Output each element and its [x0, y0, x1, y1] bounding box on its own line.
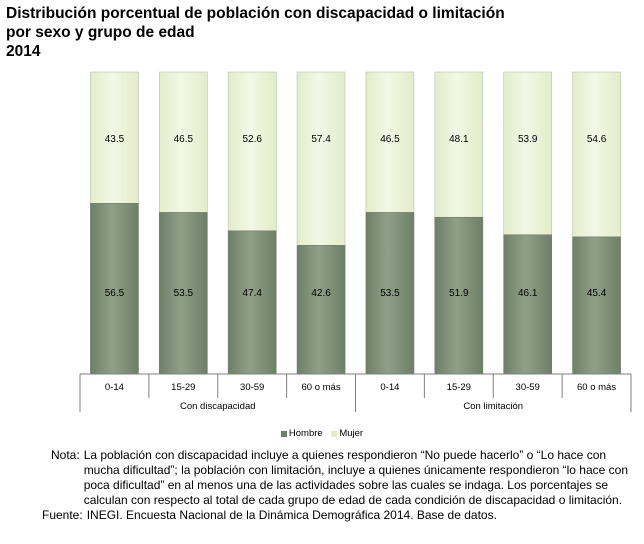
legend-item-mujer: Mujer: [331, 428, 363, 440]
bar-hombre-6: [503, 234, 552, 375]
x-tick-label-5: 15-29: [447, 382, 471, 393]
legend-label-mujer: Mujer: [339, 428, 364, 439]
data-label-mujer-2: 52.6: [242, 134, 262, 145]
note-text: La población con discapacidad incluye a …: [83, 448, 629, 507]
source-label: Fuente:: [42, 508, 83, 522]
data-label-hombre-5: 51.9: [449, 288, 469, 299]
bar-mujer-4: [365, 71, 415, 213]
bar-mujer-1: [159, 71, 208, 213]
chart-legend: Hombre Mujer: [0, 428, 644, 441]
bar-hombre-3: [296, 245, 346, 375]
x-tick-label-0: 0-14: [105, 382, 124, 393]
data-label-mujer-0: 43.5: [105, 134, 125, 145]
legend-swatch-hombre: [280, 431, 287, 437]
data-label-hombre-0: 56.5: [105, 288, 125, 299]
source-row: Fuente: INEGI. Encuesta Nacional de la D…: [42, 508, 641, 523]
chart-title-line-1: Distribución porcentual de población con…: [6, 5, 505, 22]
data-label-hombre-7: 45.4: [587, 288, 607, 299]
x-tick-label-3: 60 o más: [302, 382, 341, 393]
data-label-mujer-5: 48.1: [449, 134, 469, 145]
bar-mujer-7: [572, 71, 621, 238]
data-label-hombre-1: 53.5: [174, 288, 194, 299]
x-tick-label-4: 0-14: [380, 382, 399, 393]
bar-mujer-5: [434, 71, 484, 218]
data-label-hombre-3: 42.6: [311, 288, 331, 299]
legend-item-hombre: Hombre: [280, 428, 323, 440]
bar-mujer-2: [227, 71, 277, 232]
data-label-hombre-6: 46.1: [518, 288, 538, 299]
bar-mujer-3: [296, 71, 346, 246]
x-tick-label-2: 30-59: [240, 382, 264, 393]
data-label-mujer-4: 46.5: [380, 134, 400, 145]
bar-hombre-4: [365, 212, 415, 375]
x-tick-label-7: 60 o más: [577, 382, 616, 393]
legend-swatch-mujer: [331, 431, 338, 437]
chart-title: Distribución porcentual de población con…: [6, 4, 606, 61]
bar-mujer-6: [503, 71, 552, 236]
bar-hombre-1: [159, 212, 208, 375]
bar-mujer-0: [90, 71, 139, 204]
stacked-bar-chart: 43.5 56.5 0-14 46.5 53.5 15-29 52.6 47.4 30-59 57…: [79, 71, 632, 412]
chart-notes: Nota: La población con discapacidad incl…: [42, 448, 641, 523]
bar-hombre-7: [572, 236, 621, 375]
source-text: INEGI. Encuesta Nacional de la Dinámica …: [86, 508, 497, 522]
group-label-0: Con discapacidad: [180, 401, 256, 412]
note-row: Nota: La población con discapacidad incl…: [51, 448, 641, 508]
x-tick-label-6: 30-59: [516, 382, 540, 393]
x-tick-label-1: 15-29: [171, 382, 195, 393]
group-label-1: Con limitación: [463, 401, 523, 412]
note-label: Nota:: [51, 448, 80, 462]
data-label-mujer-6: 53.9: [518, 134, 538, 145]
bar-hombre-2: [227, 230, 277, 375]
data-label-mujer-7: 54.6: [587, 134, 607, 145]
legend-label-hombre: Hombre: [288, 428, 323, 439]
data-label-hombre-4: 53.5: [380, 288, 400, 299]
data-label-mujer-3: 57.4: [311, 134, 331, 145]
bar-hombre-5: [434, 216, 484, 375]
data-label-hombre-2: 47.4: [242, 288, 262, 299]
data-label-mujer-1: 46.5: [174, 134, 194, 145]
chart-title-line-2: por sexo y grupo de edad: [6, 24, 195, 41]
chart-title-line-3: 2014: [6, 43, 41, 60]
